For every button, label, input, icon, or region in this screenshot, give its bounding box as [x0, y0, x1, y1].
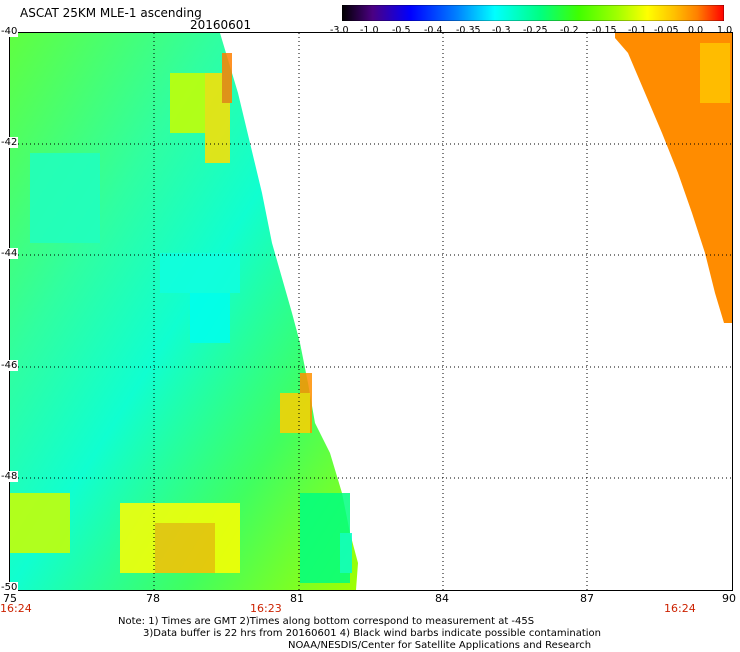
y-tick-label: -46 — [0, 360, 19, 371]
swath-map — [10, 33, 732, 590]
colorbar-label: -0.15 — [592, 25, 617, 36]
colorbar-label: 1.0 — [717, 25, 733, 36]
map-date: 20160601 — [190, 18, 252, 32]
colorbar-label: -0.2 — [560, 25, 579, 36]
colorbar-label: -0.05 — [654, 25, 679, 36]
map-title: ASCAT 25KM MLE-1 ascending — [20, 6, 202, 20]
east-swath — [615, 33, 732, 323]
map-plot[interactable] — [9, 32, 733, 591]
x-tick-label: 81 — [290, 592, 304, 605]
colorbar-label: -0.5 — [392, 25, 411, 36]
colorbar-label: -0.1 — [628, 25, 647, 36]
note-line-2: 3)Data buffer is 22 hrs from 20160601 4)… — [143, 628, 601, 639]
colorbar — [342, 5, 724, 21]
y-tick-label: -48 — [0, 471, 19, 482]
x-tick-label: 84 — [435, 592, 449, 605]
colorbar-label: -0.35 — [456, 25, 481, 36]
x-tick-label: 90 — [722, 592, 736, 605]
time-label: 16:24 — [0, 602, 32, 615]
note-line-3: NOAA/NESDIS/Center for Satellite Applica… — [288, 640, 592, 651]
east-swath-yellow — [700, 43, 730, 103]
colorbar-label: -3.0 — [330, 25, 349, 36]
time-label: 16:24 — [664, 602, 696, 615]
note-line-1: Note: 1) Times are GMT 2)Times along bot… — [118, 616, 535, 627]
colorbar-label: -1.0 — [360, 25, 379, 36]
colorbar-label: -0.4 — [424, 25, 443, 36]
footnotes: Note: 1) Times are GMT 2)Times along bot… — [118, 616, 601, 652]
colorbar-label: 0.0 — [688, 25, 704, 36]
y-tick-label: -40 — [0, 26, 19, 37]
x-tick-label: 75 — [3, 592, 17, 605]
y-tick-label: -44 — [0, 248, 19, 259]
y-tick-label: -50 — [0, 582, 19, 593]
grid-lines — [10, 33, 732, 590]
y-tick-label: -42 — [0, 137, 19, 148]
colorbar-label: -0.25 — [523, 25, 548, 36]
time-label: 16:23 — [250, 602, 282, 615]
west-swath-patches — [10, 53, 352, 583]
colorbar-labels: -3.0 -1.0 -0.5 -0.4 -0.35 -0.3 -0.25 -0.… — [330, 25, 740, 37]
x-tick-label: 78 — [146, 592, 160, 605]
colorbar-label: -0.3 — [492, 25, 511, 36]
x-tick-label: 87 — [580, 592, 594, 605]
